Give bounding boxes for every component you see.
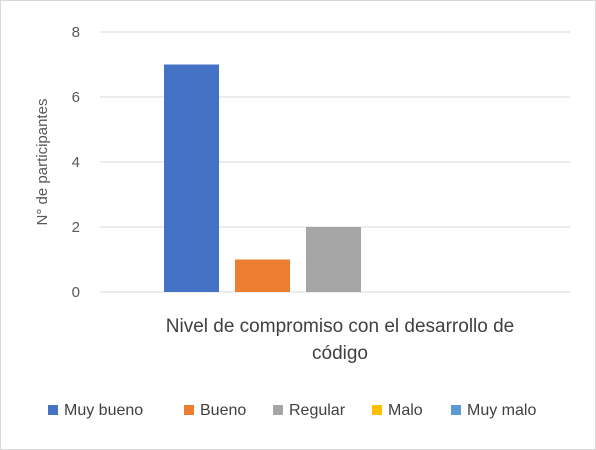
legend-swatch xyxy=(48,405,58,415)
legend-label: Muy malo xyxy=(467,402,536,419)
legend-label: Muy bueno xyxy=(64,402,143,419)
y-tick-label: 2 xyxy=(72,219,80,236)
category-label: Nivel de compromiso con el desarrollo de… xyxy=(166,316,515,364)
category-label-line: código xyxy=(312,343,368,364)
y-axis-ticks: 0 2 4 6 8 xyxy=(72,24,80,301)
legend: Muy bueno Bueno Regular Malo Muy malo xyxy=(48,402,536,419)
y-tick-label: 4 xyxy=(72,154,80,171)
legend-swatch xyxy=(184,405,194,415)
bar-bueno xyxy=(235,259,290,292)
legend-swatch xyxy=(273,405,283,415)
y-tick-label: 8 xyxy=(72,24,80,41)
category-label-line: Nivel de compromiso con el desarrollo de xyxy=(166,316,515,337)
legend-label: Malo xyxy=(388,402,423,419)
legend-swatch xyxy=(372,405,382,415)
legend-label: Regular xyxy=(289,402,346,419)
legend-swatch xyxy=(451,405,461,415)
y-axis-title: N° de participantes xyxy=(34,99,51,226)
y-tick-label: 6 xyxy=(72,89,80,106)
legend-label: Bueno xyxy=(200,402,246,419)
bar-regular xyxy=(306,227,361,292)
bar-muy-bueno xyxy=(164,64,219,292)
y-tick-label: 0 xyxy=(72,284,80,301)
bars xyxy=(164,64,361,292)
